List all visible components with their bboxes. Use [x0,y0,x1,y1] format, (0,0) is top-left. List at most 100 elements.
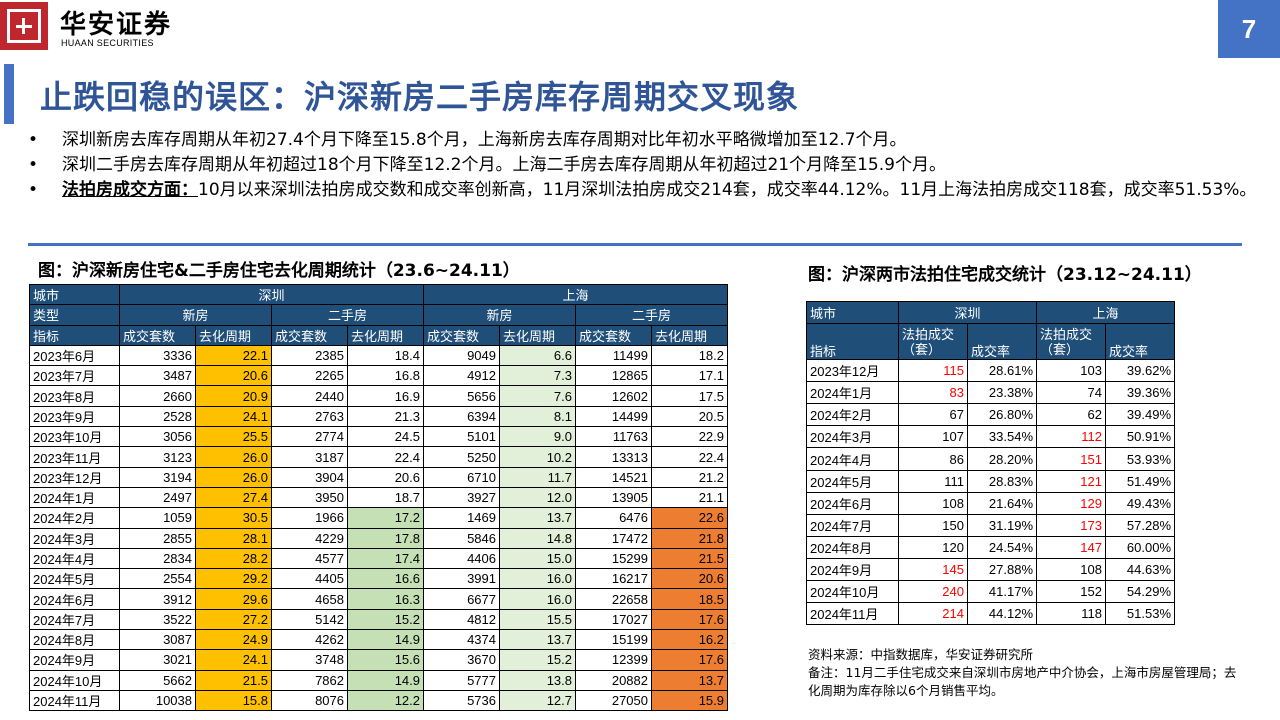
table-cell: 62 [1036,403,1106,427]
table-cell: 118 [1036,602,1106,626]
table-cell: 14.9 [347,629,424,651]
table-cell: 2440 [271,385,348,407]
table-cell: 17.6 [651,608,728,631]
table-cell: 16.3 [347,588,424,610]
table-cell: 16.0 [499,588,576,610]
table-row: 2024年1月 83 23.38% 74 39.36% [806,381,1175,405]
table-cell: 53.93% [1105,447,1175,471]
table-cell: 57.28% [1105,513,1175,537]
header-cell: 成交率 [1105,323,1175,361]
table-cell: 51.53% [1105,602,1175,626]
table-cell: 28.1 [195,527,272,549]
table-cell: 83 [898,381,968,405]
table-cell: 5736 [423,689,500,712]
table-row: 2024年4月 86 28.20% 151 53.93% [806,447,1175,471]
table-cell: 29.2 [195,568,272,590]
table-cell: 6394 [423,405,500,428]
header-cell: 去化周期 [195,324,272,346]
table-cell: 24.9 [195,629,272,651]
table-row: 2023年8月 2660 20.9 2440 16.9 5656 7.6 12602 17.5 [29,385,728,407]
table-cell: 2265 [271,365,348,387]
table-cell: 3670 [423,649,500,671]
row-label: 2024年4月 [29,547,120,570]
table-cell: 10038 [119,689,196,712]
row-label: 2024年6月 [29,588,120,610]
table-cell: 54.29% [1105,580,1175,604]
table-cell: 4374 [423,629,500,651]
header-cell: 指标 [29,324,120,346]
row-label: 2023年8月 [29,385,120,407]
table-row: 2023年6月 3336 22.1 2385 18.4 9049 6.6 11499 18.2 [29,344,728,367]
header-cell: 去化周期 [499,324,576,346]
table-cell: 6.6 [499,344,576,367]
table-cell: 20.6 [195,365,272,387]
header-cell: 二手房 [271,304,424,326]
row-label: 2024年5月 [806,469,899,493]
table-row: 2024年5月 2554 29.2 4405 16.6 3991 16.0 16217 20.6 [29,568,728,590]
row-label: 2024年10月 [29,669,120,691]
table-cell: 22.6 [651,507,728,529]
header-cell: 类型 [29,304,120,326]
table-cell: 12.2 [347,689,424,712]
table-cell: 44.63% [1105,557,1175,582]
table-cell: 14.8 [499,527,576,549]
table-cell: 21.3 [347,405,424,428]
header-cell: 成交套数 [119,324,196,346]
table-cell: 8.1 [499,405,576,428]
table-row: 2024年6月 108 21.64% 129 49.43% [806,491,1175,515]
row-label: 2024年9月 [29,649,120,671]
table-cell: 214 [898,602,968,626]
header-cell: 上海 [1036,300,1175,325]
table-cell: 4229 [271,527,348,549]
table-cell: 3912 [119,588,196,610]
title-accent-bar [4,64,14,124]
table-cell: 15.0 [499,547,576,570]
table-cell: 20.5 [651,405,728,428]
bullet-item: 法拍房成交方面：10月以来深圳法拍房成交数和成交率创新高，11月深圳法拍房成交2… [26,178,1266,203]
table-cell: 41.17% [967,580,1037,604]
row-label: 2024年2月 [29,507,120,529]
table-cell: 1059 [119,507,196,529]
table-row: 2024年8月 120 24.54% 147 60.00% [806,535,1175,559]
table-cell: 1469 [423,507,500,529]
table-cell: 3056 [119,426,196,448]
header-cell: 深圳 [898,300,1037,325]
table-cell: 12.0 [499,486,576,509]
table-cell: 240 [898,580,968,604]
table-cell: 18.5 [651,588,728,610]
table-cell: 39.62% [1105,359,1175,383]
row-label: 2023年12月 [806,359,899,383]
table-cell: 17.8 [347,527,424,549]
table-row: 2023年10月 3056 25.5 2774 24.5 5101 9.0 11763 22.9 [29,426,728,448]
table-cell: 10.2 [499,446,576,468]
table-row: 2024年11月 10038 15.8 8076 12.2 5736 12.7 27050 15… [29,689,728,712]
table-cell: 14499 [575,405,652,428]
table-cell: 2554 [119,568,196,590]
table-cell: 3991 [423,568,500,590]
table-row: 2024年3月 107 33.54% 112 50.91% [806,425,1175,449]
table-cell: 3904 [271,466,348,488]
header-cell: 成交套数 [423,324,500,346]
row-label: 2024年11月 [29,689,120,712]
source-note: 资料来源：中指数据库，华安证券研究所 [808,647,1034,662]
table-cell: 26.80% [967,403,1037,427]
table-cell: 12.7 [499,689,576,712]
table-cell: 12602 [575,385,652,407]
row-label: 2024年7月 [29,608,120,631]
table-row: 2023年12月 3194 26.0 3904 20.6 6710 11.7 14521 21.… [29,466,728,488]
table-cell: 20882 [575,669,652,691]
table-cell: 111 [898,469,968,493]
table-row: 2024年3月 2855 28.1 4229 17.8 5846 14.8 17472 21.8 [29,527,728,549]
table-cell: 22.1 [195,344,272,367]
table-row: 2023年11月 3123 26.0 3187 22.4 5250 10.2 13313 22.… [29,446,728,468]
table-cell: 39.49% [1105,403,1175,427]
table-cell: 3927 [423,486,500,509]
table-cell: 50.91% [1105,425,1175,449]
table-cell: 67 [898,403,968,427]
table-cell: 44.12% [967,602,1037,626]
table-cell: 28.20% [967,447,1037,471]
row-label: 2024年9月 [806,557,899,582]
table-row: 2024年9月 145 27.88% 108 44.63% [806,557,1175,582]
table-cell: 15.8 [195,689,272,712]
header-cell: 成交套数 [575,324,652,346]
